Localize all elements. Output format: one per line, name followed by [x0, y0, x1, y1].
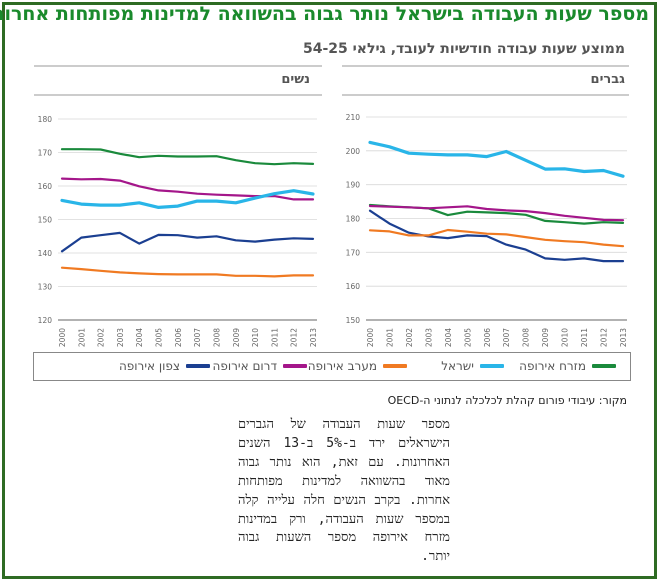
women-x-tick-label: 2004: [135, 328, 144, 347]
men-x-tick-label: 2010: [561, 328, 570, 347]
legend-label-southern-europe: דרום אירופה: [212, 359, 277, 373]
women-panel-title: נשים: [281, 72, 310, 87]
men-chart: 150 160 170 180 190 200 210 2000 2001 2002 2003 200…: [342, 65, 629, 347]
men-x-tick-label: 2002: [405, 328, 414, 347]
women-x-tick-label: 2013: [309, 328, 318, 347]
women-y-tick-label: 140: [38, 249, 53, 258]
men-x-tick-label: 2001: [385, 328, 394, 347]
women-y-tick-label: 160: [38, 182, 53, 191]
women-x-tick-label: 2006: [174, 328, 183, 347]
women-x-tick-label: 2001: [77, 328, 86, 347]
chart-legend: ישראל מערב אירופה דרום אירופה צפון אירופ…: [33, 352, 631, 381]
men-x-tick-label: 2009: [541, 328, 550, 347]
men-x-tick-label: 2011: [580, 328, 589, 347]
body-text: מספר שעות העבודה של הגברים הישראלים ירד …: [238, 417, 451, 565]
legend-item-northern-europe: צפון אירופה: [119, 359, 210, 373]
men-y-tick-label: 160: [346, 282, 361, 291]
women-x-tick-label: 2002: [97, 328, 106, 347]
legend-label-northern-europe: צפון אירופה: [118, 359, 180, 373]
women-series-line-3: [60, 231, 315, 253]
men-y-tick-label: 170: [346, 248, 361, 257]
women-x-tick-label: 2005: [155, 328, 164, 347]
men-x-tick-label: 2004: [444, 328, 453, 347]
legend-label-western-europe: מערב אירופה: [307, 359, 377, 373]
men-x-tick-label: 2012: [600, 328, 609, 347]
women-x-tick-label: 2000: [58, 328, 67, 347]
women-series-line-1: [60, 177, 315, 201]
legend-swatch-southern-europe: [283, 364, 307, 368]
women-x-tick-label: 2010: [251, 328, 260, 347]
women-x-tick-label: 2009: [232, 328, 241, 347]
legend-label-israel: ישראל: [441, 359, 474, 373]
legend-label-eastern-europe: מזרח אירופה: [519, 359, 586, 373]
men-series-line-2: [368, 204, 625, 222]
men-y-tick-label: 190: [346, 181, 361, 190]
women-y-tick-label: 170: [38, 149, 53, 158]
legend-item-eastern-europe: מזרח אירופה: [519, 359, 616, 373]
women-x-tick-label: 2011: [270, 328, 279, 347]
legend-swatch-western-europe: [383, 364, 407, 368]
men-y-tick-label: 180: [346, 215, 361, 224]
men-x-tick-label: 2013: [619, 328, 628, 347]
legend-item-israel: ישראל: [441, 359, 504, 373]
women-chart: 120 130 140 150 160 170 180 2000 2001 2002 2003 200…: [34, 65, 322, 347]
men-x-tick-label: 2003: [424, 328, 433, 347]
men-y-tick-label: 200: [346, 147, 361, 156]
men-x-tick-label: 2005: [463, 328, 472, 347]
men-y-tick-label: 150: [346, 316, 361, 325]
main-title: מספר שעות העבודה בישראל נותר גבוה בהשווא…: [0, 3, 649, 25]
men-x-tick-label: 2007: [502, 328, 511, 347]
source-note: מקור: עיבודי פורום קהלת לכלכלה לנתוני ה-…: [387, 394, 627, 407]
women-y-tick-label: 180: [38, 115, 53, 124]
men-x-tick-label: 2000: [366, 328, 375, 347]
legend-swatch-israel: [480, 364, 504, 368]
legend-item-southern-europe: דרום אירופה: [213, 359, 307, 373]
men-y-tick-label: 210: [346, 113, 361, 122]
men-series-line-4: [368, 228, 625, 248]
women-series-line-0: [60, 148, 315, 166]
legend-item-western-europe: מערב אירופה: [308, 359, 407, 373]
men-series-line-3: [368, 209, 625, 263]
women-x-tick-label: 2003: [116, 328, 125, 347]
men-panel-title: גברים: [590, 72, 625, 87]
men-x-tick-label: 2008: [522, 328, 531, 347]
women-series-line-2: [60, 189, 315, 209]
legend-swatch-northern-europe: [186, 364, 210, 368]
women-series-line-4: [60, 266, 315, 278]
women-x-tick-label: 2012: [290, 328, 299, 347]
chart-subtitle: ממוצע שעות עבודה חודשיות לעובד, גילאי 54…: [303, 41, 625, 57]
women-x-tick-label: 2007: [193, 328, 202, 347]
women-y-tick-label: 130: [38, 283, 53, 292]
women-y-tick-label: 120: [38, 316, 53, 325]
women-y-tick-label: 150: [38, 216, 53, 225]
women-x-tick-label: 2008: [212, 328, 221, 347]
legend-swatch-eastern-europe: [592, 364, 616, 368]
men-x-tick-label: 2006: [483, 328, 492, 347]
men-series-line-0: [368, 140, 625, 178]
